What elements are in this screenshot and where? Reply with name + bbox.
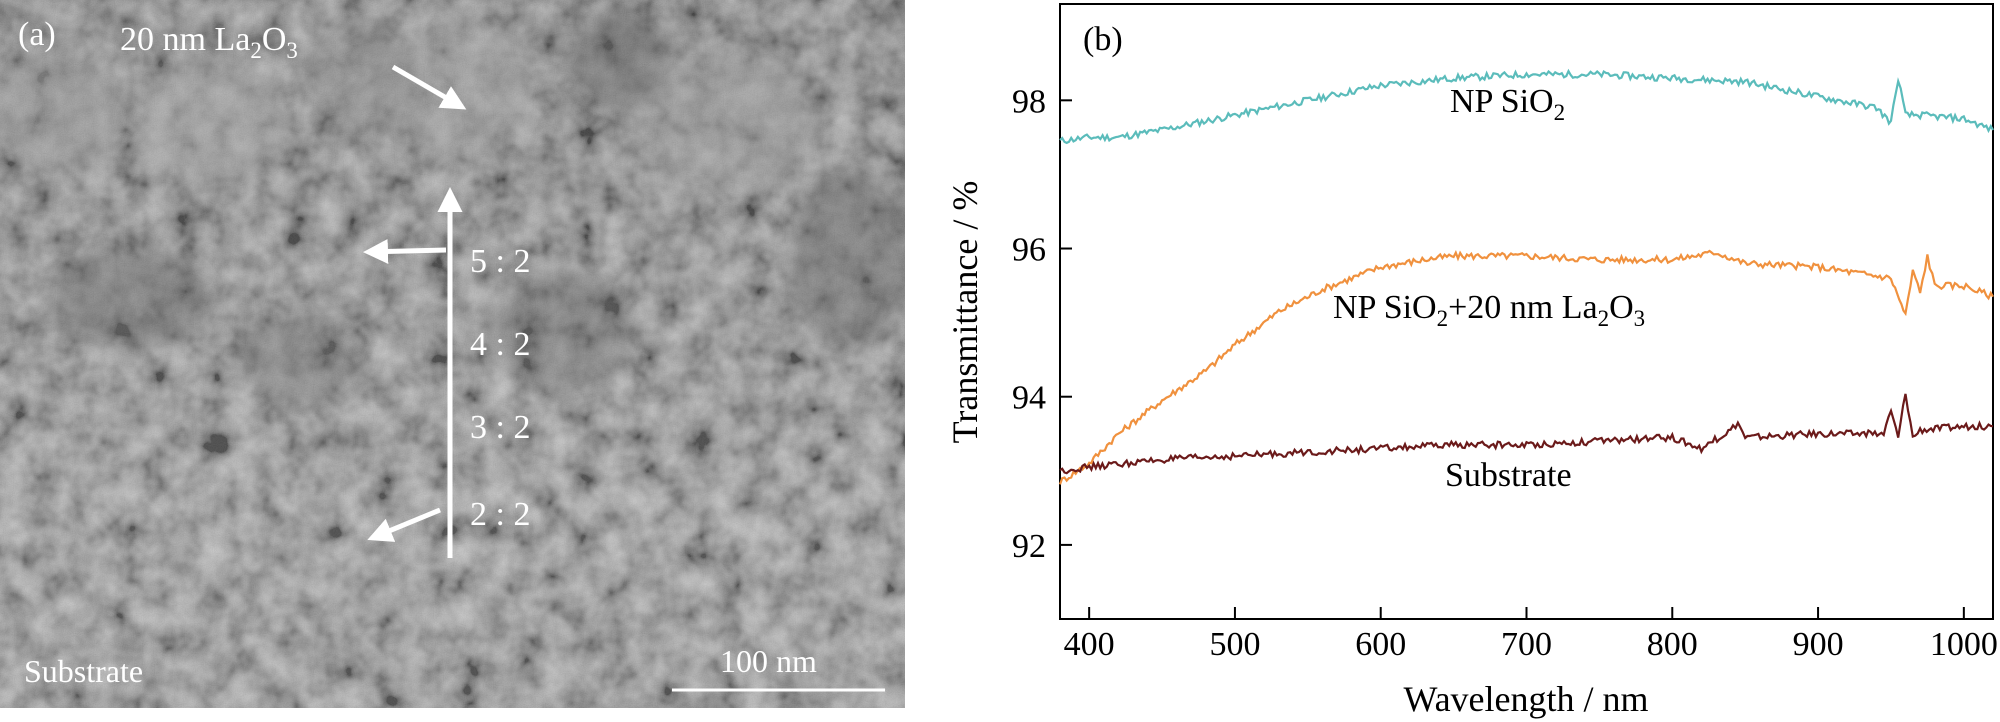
x-tick-label: 700 — [1501, 626, 1552, 663]
ratio-label-3-2: 3 : 2 — [470, 409, 530, 446]
x-tick-label: 800 — [1647, 626, 1698, 663]
la2o3-layer-label: 20 nm La2O3 — [120, 21, 298, 63]
y-axis-label: Transmittance / % — [945, 181, 985, 444]
panel-a-label: (a) — [18, 16, 56, 53]
x-tick-label: 500 — [1209, 626, 1260, 663]
x-axis-label: Wavelength / nm — [1403, 679, 1648, 719]
x-tick-label: 900 — [1793, 626, 1844, 663]
series-label-substrate: Substrate — [1445, 457, 1572, 494]
y-tick-label: 92 — [1012, 528, 1046, 565]
y-tick-label: 98 — [1012, 83, 1046, 120]
x-tick-label: 400 — [1064, 626, 1115, 663]
series-line-np-sio2 — [1059, 68, 1994, 145]
x-tick-label: 1000 — [1930, 626, 1998, 663]
axis-ticks: 400 500 600 700 800 900 1000 92 94 96 98 — [1012, 83, 1998, 663]
la2o3-pointer-arrow — [391, 64, 467, 110]
transmittance-chart: 400 500 600 700 800 900 1000 92 94 96 98 (b) Wavel… — [945, 3, 1998, 719]
x-tick-label: 600 — [1355, 626, 1406, 663]
ratio-label-2-2: 2 : 2 — [470, 496, 530, 533]
y-tick-label: 96 — [1012, 232, 1046, 269]
series-line-np-sio2-20-nm-la2o3 — [1058, 249, 1994, 485]
sem-micrograph-panel: (a) 20 nm La2O3 5 : 2 4 : 2 3 : 2 2 : 2 … — [0, 0, 905, 708]
series-lines — [1058, 68, 1994, 485]
series-label-np-sio2-la2o3: NP SiO2+20 nm La2O3 — [1333, 289, 1645, 331]
ratio-label-4-2: 4 : 2 — [470, 326, 530, 363]
series-line-substrate — [1059, 393, 1994, 475]
bottom-side-arrow — [367, 507, 441, 542]
panel-b-label: (b) — [1083, 21, 1123, 58]
scale-bar-label: 100 nm — [720, 643, 817, 679]
series-label-np-sio2: NP SiO2 — [1450, 83, 1565, 125]
substrate-label: Substrate — [24, 653, 143, 689]
y-tick-label: 94 — [1012, 380, 1046, 417]
ratio-label-5-2: 5 : 2 — [470, 243, 530, 280]
top-side-arrow — [363, 238, 447, 264]
